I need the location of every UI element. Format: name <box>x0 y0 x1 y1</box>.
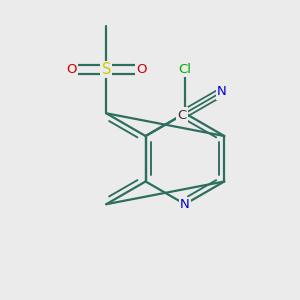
Text: O: O <box>136 63 146 76</box>
Text: N: N <box>180 198 190 211</box>
Text: S: S <box>101 62 111 77</box>
Text: N: N <box>217 85 227 98</box>
Text: O: O <box>66 63 76 76</box>
Text: C: C <box>177 109 187 122</box>
Text: Cl: Cl <box>178 63 191 76</box>
Text: Cl: Cl <box>178 63 191 76</box>
